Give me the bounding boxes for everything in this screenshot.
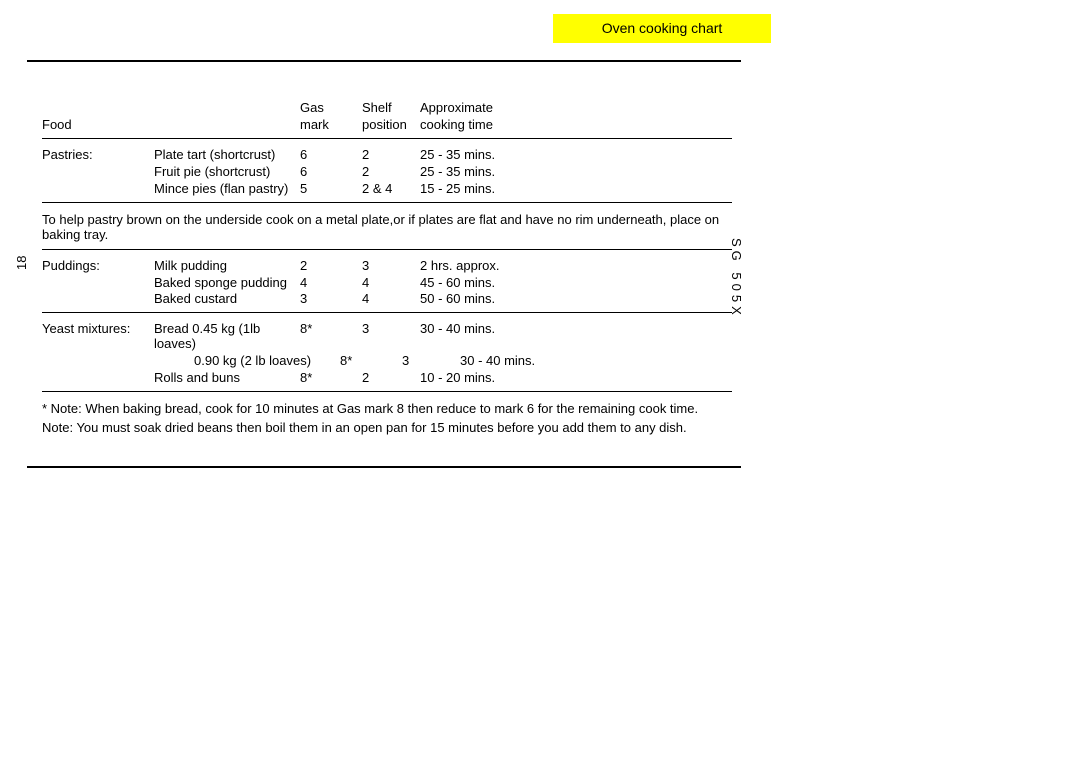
gas-mark-cell: 2: [300, 259, 362, 274]
category-cell: [42, 354, 154, 369]
gas-mark-cell: 8*: [300, 322, 362, 352]
rule: [42, 391, 732, 392]
shelf-cell: 3: [362, 259, 420, 274]
end-notes: * Note: When baking bread, cook for 10 m…: [42, 400, 732, 438]
category-cell: [42, 371, 154, 386]
title-text: Oven cooking chart: [602, 20, 723, 36]
description-cell: Plate tart (shortcrust): [154, 148, 300, 163]
gas-mark-cell: 6: [300, 148, 362, 163]
table-row: 0.90 kg (2 lb loaves)8*330 - 40 mins.: [42, 353, 732, 370]
rule-bottom: [27, 466, 741, 468]
hdr-blank: [42, 101, 154, 116]
category-cell: [42, 292, 154, 307]
time-cell: 50 - 60 mins.: [420, 292, 620, 307]
shelf-cell: 2 & 4: [362, 182, 420, 197]
description-cell: Rolls and buns: [154, 371, 300, 386]
hdr-shelf-2: position: [362, 118, 420, 133]
hdr-food: Food: [42, 118, 154, 133]
category-cell: Puddings:: [42, 259, 154, 274]
shelf-cell: 3: [402, 354, 460, 369]
header-row-2: Food mark position cooking time: [42, 117, 732, 134]
time-cell: 25 - 35 mins.: [420, 165, 620, 180]
time-cell: 25 - 35 mins.: [420, 148, 620, 163]
hdr-gas-1: Gas: [300, 101, 362, 116]
time-cell: 15 - 25 mins.: [420, 182, 620, 197]
table-row: Rolls and buns8*210 - 20 mins.: [42, 370, 732, 387]
hdr-time-2: cooking time: [420, 118, 620, 133]
category-cell: Pastries:: [42, 148, 154, 163]
category-cell: Yeast mixtures:: [42, 322, 154, 352]
model-code: SG 505X: [728, 238, 743, 319]
time-cell: 30 - 40 mins.: [460, 354, 660, 369]
rule: [42, 312, 732, 313]
page-number: 18: [15, 256, 30, 270]
hdr-blank: [154, 101, 300, 116]
description-cell: Milk pudding: [154, 259, 300, 274]
shelf-cell: 2: [362, 165, 420, 180]
rule: [42, 202, 732, 203]
cooking-table: Gas Shelf Approximate Food mark position…: [42, 100, 732, 438]
table-row: Mince pies (flan pastry)52 & 415 - 25 mi…: [42, 181, 732, 198]
table-row: Pastries:Plate tart (shortcrust)6225 - 3…: [42, 147, 732, 164]
gas-mark-cell: 4: [300, 276, 362, 291]
time-cell: 30 - 40 mins.: [420, 322, 620, 352]
gas-mark-cell: 8*: [300, 371, 362, 386]
rule-top: [27, 60, 741, 62]
title-banner: Oven cooking chart: [553, 14, 771, 43]
table-row: Fruit pie (shortcrust)6225 - 35 mins.: [42, 164, 732, 181]
end-note: Note: You must soak dried beans then boi…: [42, 419, 732, 438]
table-row: Baked sponge pudding4445 - 60 mins.: [42, 275, 732, 292]
time-cell: 10 - 20 mins.: [420, 371, 620, 386]
rule: [42, 249, 732, 250]
header-row-1: Gas Shelf Approximate: [42, 100, 732, 117]
category-cell: [42, 165, 154, 180]
time-cell: 45 - 60 mins.: [420, 276, 620, 291]
gas-mark-cell: 6: [300, 165, 362, 180]
shelf-cell: 4: [362, 276, 420, 291]
description-cell: Bread 0.45 kg (1lb loaves): [154, 322, 300, 352]
time-cell: 2 hrs. approx.: [420, 259, 620, 274]
table-row: Baked custard3450 - 60 mins.: [42, 291, 732, 308]
description-cell: Fruit pie (shortcrust): [154, 165, 300, 180]
page: Oven cooking chart Gas Shelf Approximate…: [0, 0, 1080, 763]
shelf-cell: 2: [362, 371, 420, 386]
rule: [42, 138, 732, 139]
hdr-time-1: Approximate: [420, 101, 620, 116]
sections: Pastries:Plate tart (shortcrust)6225 - 3…: [42, 147, 732, 392]
gas-mark-cell: 8*: [340, 354, 402, 369]
hdr-shelf-1: Shelf: [362, 101, 420, 116]
shelf-cell: 2: [362, 148, 420, 163]
description-cell: Baked sponge pudding: [154, 276, 300, 291]
description-cell: Mince pies (flan pastry): [154, 182, 300, 197]
category-cell: [42, 276, 154, 291]
table-row: Puddings:Milk pudding232 hrs. approx.: [42, 258, 732, 275]
gas-mark-cell: 5: [300, 182, 362, 197]
hdr-blank: [154, 118, 300, 133]
shelf-cell: 4: [362, 292, 420, 307]
table-row: Yeast mixtures:Bread 0.45 kg (1lb loaves…: [42, 321, 732, 353]
section-footnote: To help pastry brown on the underside co…: [42, 211, 732, 245]
shelf-cell: 3: [362, 322, 420, 352]
hdr-gas-2: mark: [300, 118, 362, 133]
gas-mark-cell: 3: [300, 292, 362, 307]
end-note: * Note: When baking bread, cook for 10 m…: [42, 400, 732, 419]
description-cell: Baked custard: [154, 292, 300, 307]
category-cell: [42, 182, 154, 197]
description-cell: 0.90 kg (2 lb loaves): [154, 354, 340, 369]
